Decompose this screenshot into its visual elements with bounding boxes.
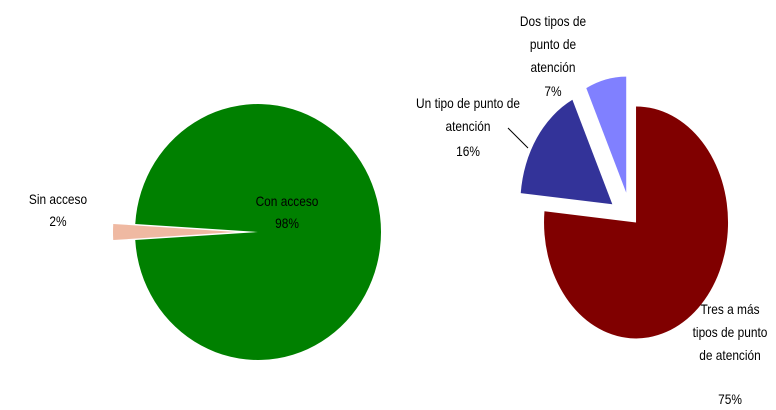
slice-label: Dos tipos de punto de atención <box>519 13 587 75</box>
pie-slice <box>112 223 236 241</box>
value-label: 7% <box>544 83 562 99</box>
slice-label: Con acceso <box>255 193 319 209</box>
value-label: 98% <box>275 215 299 231</box>
value-label: 16% <box>456 143 480 159</box>
value-label: 75% <box>718 391 742 407</box>
pie-slice <box>520 99 613 205</box>
slice-label: Tres a más tipos de punto de atención <box>692 301 768 363</box>
slice-label: Un tipo de punto de atención <box>416 95 520 134</box>
pie-slice <box>135 104 381 360</box>
slice-label: Sin acceso <box>28 191 88 207</box>
leader-line <box>507 127 529 149</box>
value-label: 2% <box>49 213 67 229</box>
pie-slice <box>544 106 729 339</box>
pie-slice <box>586 76 627 193</box>
